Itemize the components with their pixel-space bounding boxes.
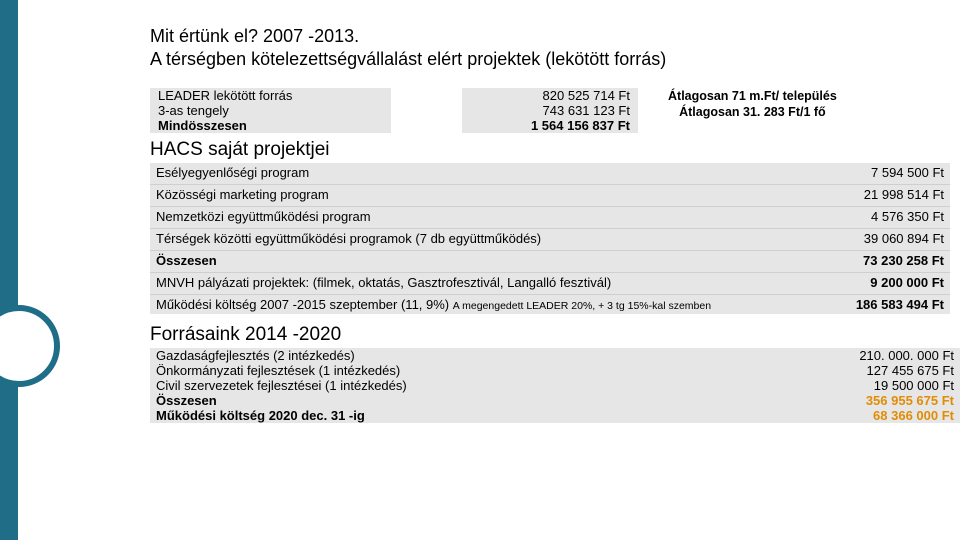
top-row-value: 743 631 123 Ft bbox=[462, 103, 638, 118]
table-row-label: Összesen bbox=[150, 393, 755, 408]
table-row-value: 356 955 675 Ft bbox=[755, 393, 960, 408]
table-row-label: Térségek közötti együttműködési programo… bbox=[150, 229, 762, 251]
table-row-label: Működési költség 2007 -2015 szeptember (… bbox=[150, 295, 762, 315]
title-line-1: Mit értünk el? 2007 -2013. bbox=[150, 25, 960, 48]
table-row-value: 39 060 894 Ft bbox=[762, 229, 950, 251]
table-row-value: 68 366 000 Ft bbox=[755, 408, 960, 423]
table-row-label: Közösségi marketing program bbox=[150, 185, 762, 207]
table-row-value: 210. 000. 000 Ft bbox=[755, 348, 960, 363]
table-row-value: 127 455 675 Ft bbox=[755, 363, 960, 378]
top-note-line-1: Átlagosan 71 m.Ft/ település bbox=[668, 88, 837, 104]
table-row-value: 73 230 258 Ft bbox=[762, 251, 950, 273]
table-row-value: 19 500 000 Ft bbox=[755, 378, 960, 393]
op-cost-suffix: A megengedett LEADER 20%, + 3 tg 15%-kal… bbox=[453, 300, 711, 312]
hacs-table: Esélyegyenlőségi program 7 594 500 Ft Kö… bbox=[150, 163, 950, 314]
section-forrasaink-heading: Forrásaink 2014 -2020 bbox=[150, 324, 960, 346]
top-row-value: 820 525 714 Ft bbox=[462, 88, 638, 103]
table-row-value: 7 594 500 Ft bbox=[762, 163, 950, 185]
top-total-label: Mindösszesen bbox=[150, 118, 391, 133]
table-row-label: Esélyegyenlőségi program bbox=[150, 163, 762, 185]
left-accent-ring-icon bbox=[0, 305, 60, 387]
table-row-label: Nemzetközi együttműködési program bbox=[150, 207, 762, 229]
top-note-line-2: Átlagosan 31. 283 Ft/1 fő bbox=[668, 104, 837, 120]
table-row-label: Gazdaságfejlesztés (2 intézkedés) bbox=[150, 348, 755, 363]
table-row-value: 21 998 514 Ft bbox=[762, 185, 950, 207]
table-row-label: Összesen bbox=[150, 251, 762, 273]
section-hacs-heading: HACS saját projektjei bbox=[150, 139, 960, 161]
slide: Mit értünk el? 2007 -2013. A térségben k… bbox=[0, 0, 960, 540]
left-accent-bar bbox=[0, 0, 18, 540]
top-row-label: 3-as tengely bbox=[150, 103, 391, 118]
forrasaink-table: Gazdaságfejlesztés (2 intézkedés) 210. 0… bbox=[150, 348, 960, 423]
top-row-label: LEADER lekötött forrás bbox=[150, 88, 391, 103]
table-row-value: 9 200 000 Ft bbox=[762, 273, 950, 295]
table-row-label: Önkormányzati fejlesztések (1 intézkedés… bbox=[150, 363, 755, 378]
title-block: Mit értünk el? 2007 -2013. A térségben k… bbox=[150, 25, 960, 70]
top-summary-table: LEADER lekötött forrás 820 525 714 Ft Át… bbox=[150, 88, 845, 133]
table-row-value: 4 576 350 Ft bbox=[762, 207, 950, 229]
table-row-value: 186 583 494 Ft bbox=[762, 295, 950, 315]
table-row-label: MNVH pályázati projektek: (filmek, oktat… bbox=[150, 273, 762, 295]
top-total-value: 1 564 156 837 Ft bbox=[462, 118, 638, 133]
top-notes: Átlagosan 71 m.Ft/ település Átlagosan 3… bbox=[638, 88, 845, 133]
op-cost-label: Működési költség 2007 -2015 szeptember (… bbox=[156, 297, 449, 312]
title-line-2: A térségben kötelezettségvállalást elért… bbox=[150, 48, 960, 71]
table-row-label: Civil szervezetek fejlesztései (1 intézk… bbox=[150, 378, 755, 393]
table-row-label: Működési költség 2020 dec. 31 -ig bbox=[150, 408, 755, 423]
